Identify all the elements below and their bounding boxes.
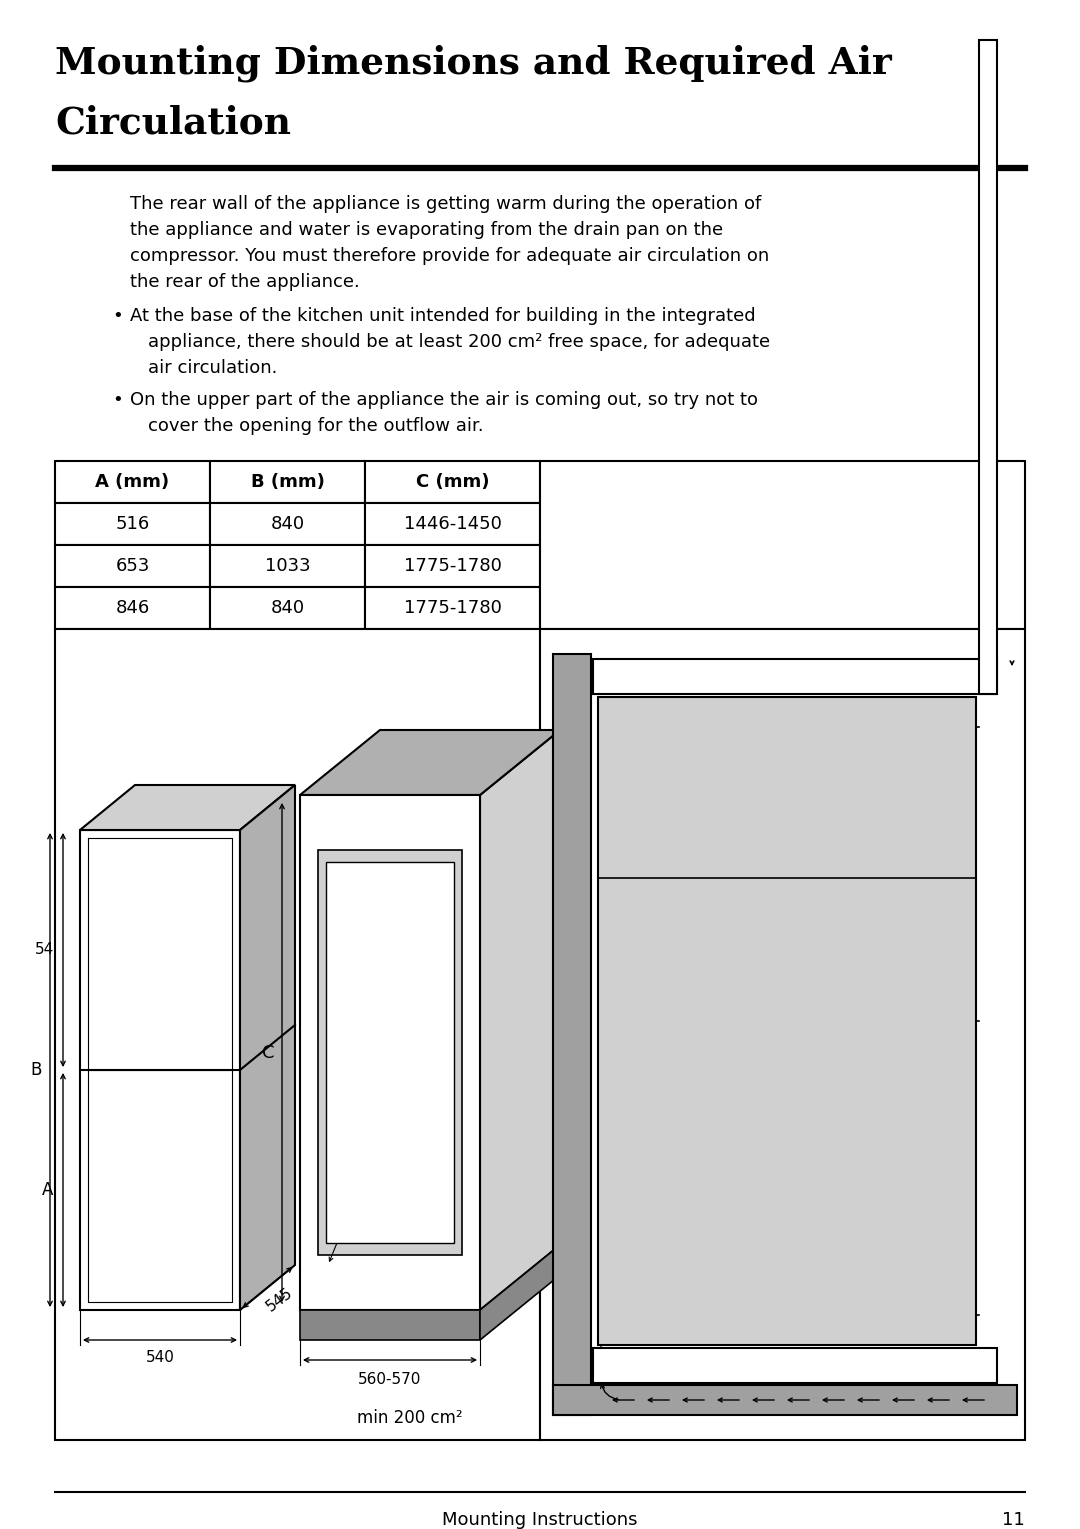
Polygon shape — [300, 1310, 480, 1339]
Text: A: A — [42, 1180, 54, 1199]
Bar — [593, 1349, 997, 1384]
Bar — [540, 462, 1025, 628]
Bar — [540, 628, 1025, 1440]
Text: 840: 840 — [270, 515, 305, 534]
Text: A (mm): A (mm) — [95, 472, 170, 491]
Text: Circulation: Circulation — [55, 106, 291, 142]
Text: 545: 545 — [264, 1284, 296, 1315]
Polygon shape — [300, 795, 480, 1310]
Bar — [365, 544, 540, 587]
Polygon shape — [80, 830, 240, 1310]
Polygon shape — [318, 850, 462, 1255]
Text: 653: 653 — [116, 557, 150, 575]
Bar — [55, 462, 210, 503]
Text: compressor. You must therefore provide for adequate air circulation on: compressor. You must therefore provide f… — [130, 248, 769, 265]
Text: 1033: 1033 — [265, 557, 310, 575]
Text: At the base of the kitchen unit intended for building in the integrated: At the base of the kitchen unit intended… — [130, 307, 756, 326]
Bar — [55, 587, 210, 628]
Text: Mounting Instructions: Mounting Instructions — [442, 1511, 638, 1529]
Bar — [55, 544, 210, 587]
Bar — [365, 503, 540, 544]
Bar — [593, 659, 997, 694]
Bar — [978, 40, 997, 694]
Text: air circulation.: air circulation. — [148, 359, 278, 378]
Text: C: C — [261, 1043, 274, 1061]
Polygon shape — [300, 729, 561, 795]
Text: On the upper part of the appliance the air is coming out, so try not to: On the upper part of the appliance the a… — [130, 391, 758, 408]
Polygon shape — [480, 729, 561, 1310]
Text: appliance, there should be at least 200 cm² free space, for adequate: appliance, there should be at least 200 … — [148, 333, 770, 352]
Bar — [210, 462, 365, 503]
Text: min 550: min 550 — [383, 1000, 436, 1046]
Bar — [365, 462, 540, 503]
Bar — [210, 587, 365, 628]
Text: 11: 11 — [1002, 1511, 1025, 1529]
Text: 516: 516 — [116, 515, 150, 534]
Text: 560-570: 560-570 — [359, 1373, 421, 1387]
Polygon shape — [326, 862, 454, 1243]
Bar — [598, 697, 976, 1346]
Text: the appliance and water is evaporating from the drain pan on the: the appliance and water is evaporating f… — [130, 222, 724, 239]
Text: 1775-1780: 1775-1780 — [404, 599, 501, 618]
Bar — [553, 654, 591, 1414]
Text: 846: 846 — [116, 599, 150, 618]
Polygon shape — [240, 784, 295, 1310]
Text: The rear wall of the appliance is getting warm during the operation of: The rear wall of the appliance is gettin… — [130, 196, 761, 213]
Bar — [55, 628, 540, 1440]
Text: min 200 cm²: min 200 cm² — [357, 1410, 463, 1427]
Text: 1775-1780: 1775-1780 — [404, 557, 501, 575]
Text: B: B — [30, 1061, 42, 1079]
Text: min 36: min 36 — [375, 1050, 421, 1090]
Text: •: • — [112, 307, 123, 326]
Bar — [210, 503, 365, 544]
Bar — [553, 1385, 1017, 1414]
Bar — [210, 544, 365, 587]
Text: 54: 54 — [36, 942, 55, 957]
Text: C (mm): C (mm) — [416, 472, 489, 491]
Polygon shape — [480, 1245, 561, 1339]
Text: cover the opening for the outflow air.: cover the opening for the outflow air. — [148, 417, 484, 434]
Text: 840: 840 — [270, 599, 305, 618]
Text: the rear of the appliance.: the rear of the appliance. — [130, 274, 360, 291]
Text: •: • — [112, 391, 123, 408]
Text: 540: 540 — [146, 1350, 175, 1365]
Text: 1446-1450: 1446-1450 — [404, 515, 501, 534]
Bar — [365, 587, 540, 628]
Text: Mounting Dimensions and Required Air: Mounting Dimensions and Required Air — [55, 44, 892, 83]
Text: B (mm): B (mm) — [251, 472, 324, 491]
Bar — [55, 503, 210, 544]
Polygon shape — [80, 784, 295, 830]
